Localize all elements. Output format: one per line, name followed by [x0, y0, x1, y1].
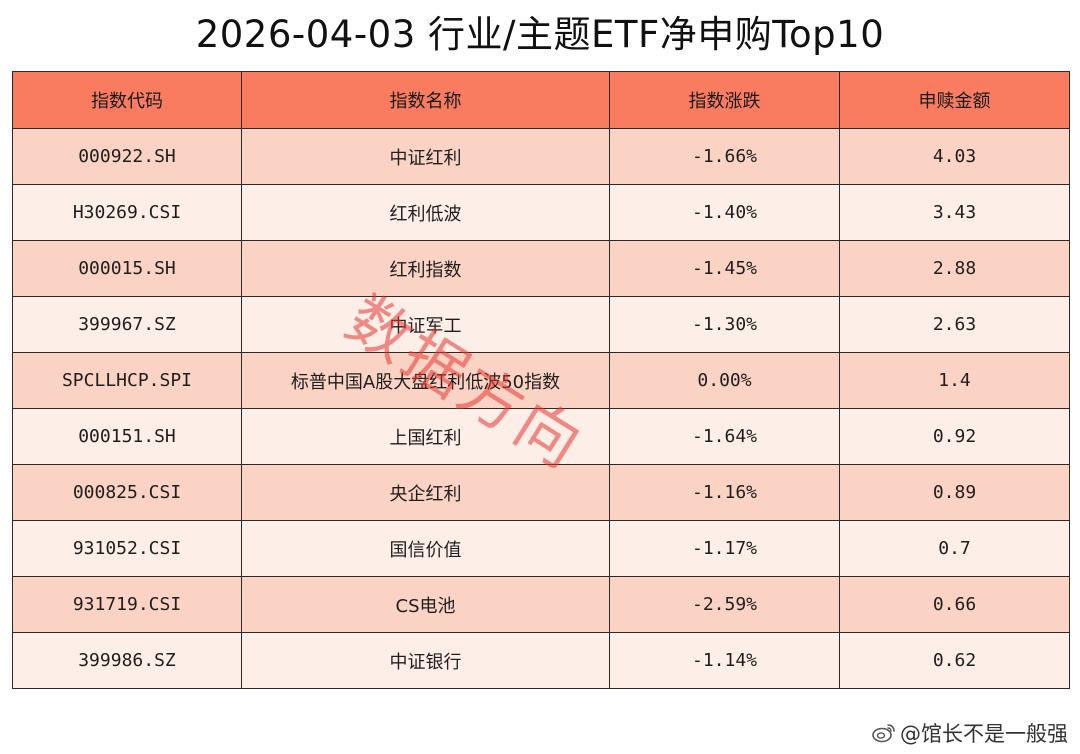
table-row: 931719.CSI CS电池 -2.59% 0.66 [12, 576, 1070, 633]
table-row: 000922.SH 中证红利 -1.66% 4.03 [12, 128, 1070, 185]
table-row: 931052.CSI 国信价值 -1.17% 0.7 [12, 520, 1070, 577]
index-code-cell: 000151.SH [12, 408, 242, 465]
amount-cell: 0.66 [839, 576, 1070, 633]
index-change-cell: -1.45% [609, 240, 840, 297]
index-change-cell: -1.30% [609, 296, 840, 353]
index-code-cell: H30269.CSI [12, 184, 242, 241]
index-code-cell: 399986.SZ [12, 632, 242, 689]
table-row: 000825.CSI 央企红利 -1.16% 0.89 [12, 464, 1070, 521]
column-header-amount: 申赎金额 [839, 71, 1070, 129]
author-credit[interactable]: @馆长不是一般强 [872, 718, 1068, 748]
index-code-cell: 000825.CSI [12, 464, 242, 521]
amount-cell: 0.62 [839, 632, 1070, 689]
weibo-icon [872, 723, 896, 743]
index-change-cell: 0.00% [609, 352, 840, 409]
table-row: H30269.CSI 红利低波 -1.40% 3.43 [12, 184, 1070, 241]
index-change-cell: -2.59% [609, 576, 840, 633]
table-header-row: 指数代码 指数名称 指数涨跌 申赎金额 [12, 71, 1070, 129]
index-name-cell: 央企红利 [241, 464, 610, 521]
column-header-name: 指数名称 [241, 71, 610, 129]
column-header-change: 指数涨跌 [609, 71, 840, 129]
table-row: 399967.SZ 中证军工 -1.30% 2.63 [12, 296, 1070, 353]
amount-cell: 0.89 [839, 464, 1070, 521]
etf-table: 指数代码 指数名称 指数涨跌 申赎金额 000922.SH 中证红利 -1.66… [12, 71, 1070, 689]
table-row: 000151.SH 上国红利 -1.64% 0.92 [12, 408, 1070, 465]
author-credit-text: @馆长不是一般强 [900, 722, 1068, 746]
index-change-cell: -1.64% [609, 408, 840, 465]
index-change-cell: -1.40% [609, 184, 840, 241]
index-name-cell: 红利低波 [241, 184, 610, 241]
index-code-cell: 000015.SH [12, 240, 242, 297]
index-code-cell: 931052.CSI [12, 520, 242, 577]
index-code-cell: SPCLLHCP.SPI [12, 352, 242, 409]
index-name-cell: 上国红利 [241, 408, 610, 465]
index-code-cell: 931719.CSI [12, 576, 242, 633]
amount-cell: 2.88 [839, 240, 1070, 297]
amount-cell: 3.43 [839, 184, 1070, 241]
index-change-cell: -1.16% [609, 464, 840, 521]
amount-cell: 4.03 [839, 128, 1070, 185]
index-change-cell: -1.66% [609, 128, 840, 185]
index-name-cell: 红利指数 [241, 240, 610, 297]
index-name-cell: 国信价值 [241, 520, 610, 577]
index-code-cell: 000922.SH [12, 128, 242, 185]
column-header-code: 指数代码 [12, 71, 242, 129]
amount-cell: 1.4 [839, 352, 1070, 409]
amount-cell: 0.92 [839, 408, 1070, 465]
index-name-cell: CS电池 [241, 576, 610, 633]
index-name-cell: 中证银行 [241, 632, 610, 689]
table-row: 399986.SZ 中证银行 -1.14% 0.62 [12, 632, 1070, 689]
index-name-cell: 标普中国A股大盘红利低波50指数 [241, 352, 610, 409]
index-change-cell: -1.17% [609, 520, 840, 577]
table-row: SPCLLHCP.SPI 标普中国A股大盘红利低波50指数 0.00% 1.4 [12, 352, 1070, 409]
index-name-cell: 中证军工 [241, 296, 610, 353]
page-title: 2026-04-03 行业/主题ETF净申购Top10 [195, 13, 885, 56]
table-row: 000015.SH 红利指数 -1.45% 2.88 [12, 240, 1070, 297]
amount-cell: 2.63 [839, 296, 1070, 353]
index-name-cell: 中证红利 [241, 128, 610, 185]
index-change-cell: -1.14% [609, 632, 840, 689]
index-code-cell: 399967.SZ [12, 296, 242, 353]
amount-cell: 0.7 [839, 520, 1070, 577]
